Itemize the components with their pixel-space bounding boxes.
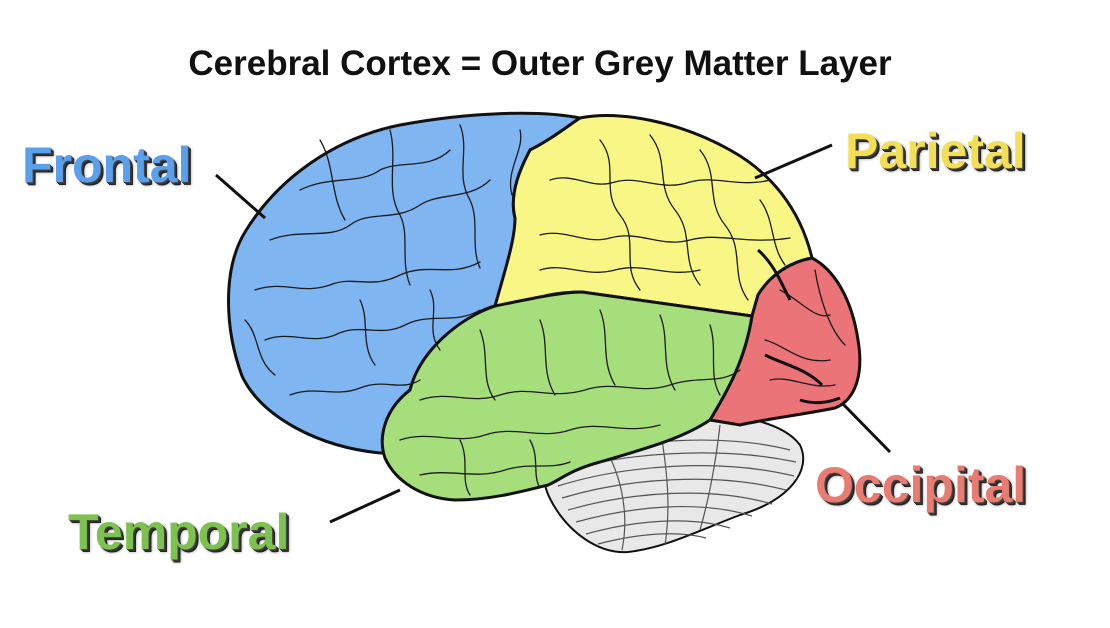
parietal-temporal-boundary: [581, 291, 753, 317]
occipital-leader-line: [840, 401, 892, 454]
major-sulci: [756, 248, 841, 405]
cortex-folds: [244, 124, 846, 496]
temporal-lobe: [380, 290, 754, 502]
frontal-label: Frontal: [22, 137, 192, 193]
temporal-label: Temporal: [68, 504, 290, 560]
temporal-leader-line: [329, 488, 401, 524]
occipital-label: Occipital: [815, 457, 1027, 513]
leader-lines: [215, 143, 892, 524]
parietal-leader-line: [754, 143, 833, 180]
frontal-leader-line: [215, 173, 266, 220]
parietal-label: Parietal: [845, 123, 1026, 179]
diagram-title: Cerebral Cortex = Outer Grey Matter Laye…: [188, 44, 892, 83]
